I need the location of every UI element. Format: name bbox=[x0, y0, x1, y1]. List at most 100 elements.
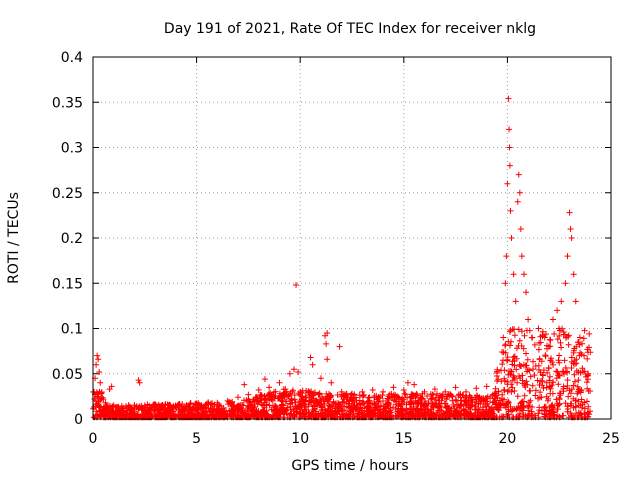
x-tick-label: 5 bbox=[192, 431, 201, 447]
data-point bbox=[266, 384, 273, 391]
data-point bbox=[516, 189, 523, 196]
data-point bbox=[276, 379, 283, 386]
data-point bbox=[183, 404, 190, 411]
data-point bbox=[172, 403, 179, 410]
data-point bbox=[95, 356, 102, 363]
data-point bbox=[525, 316, 532, 323]
data-point bbox=[567, 225, 574, 232]
x-tick-label: 20 bbox=[498, 431, 516, 447]
data-point bbox=[162, 405, 169, 412]
data-point bbox=[518, 253, 525, 260]
data-point bbox=[507, 207, 514, 214]
data-point bbox=[224, 397, 231, 404]
y-tick-label: 0.25 bbox=[52, 186, 83, 202]
data-point bbox=[317, 375, 324, 382]
data-point bbox=[108, 383, 115, 390]
axis-ticks: 0 5 10 15 20 25 0 0.05 0.1 0.15 0.2 0.25 0.3 0.35 0.4 bbox=[52, 50, 620, 447]
data-point bbox=[338, 388, 345, 395]
data-point bbox=[503, 253, 510, 260]
data-point bbox=[514, 198, 521, 205]
data-point bbox=[529, 334, 536, 341]
data-point bbox=[566, 209, 573, 216]
data-point bbox=[510, 271, 517, 278]
data-point bbox=[541, 334, 548, 341]
data-point bbox=[411, 381, 418, 388]
data-point bbox=[307, 354, 314, 361]
y-tick-label: 0.4 bbox=[61, 50, 83, 66]
data-point bbox=[515, 171, 522, 178]
data-point bbox=[293, 282, 300, 289]
data-point bbox=[235, 394, 242, 401]
y-tick-label: 0.1 bbox=[61, 322, 83, 338]
data-points bbox=[91, 95, 592, 415]
data-point bbox=[141, 402, 148, 409]
y-tick-label: 0.35 bbox=[52, 95, 83, 111]
data-point bbox=[324, 356, 331, 363]
data-point bbox=[585, 370, 592, 377]
data-point bbox=[506, 144, 513, 151]
chart-title: Day 191 of 2021, Rate Of TEC Index for r… bbox=[164, 21, 536, 37]
x-tick-label: 10 bbox=[291, 431, 309, 447]
y-tick-label: 0.2 bbox=[61, 231, 83, 247]
data-point bbox=[564, 253, 571, 260]
data-point bbox=[535, 325, 542, 332]
data-point bbox=[336, 343, 343, 350]
data-point bbox=[431, 386, 438, 393]
data-point bbox=[110, 402, 117, 409]
data-point bbox=[504, 180, 511, 187]
data-point bbox=[549, 316, 556, 323]
data-point bbox=[245, 391, 252, 398]
data-point bbox=[349, 390, 355, 397]
data-point bbox=[570, 271, 577, 278]
data-point bbox=[100, 396, 107, 403]
y-tick-label: 0 bbox=[74, 412, 83, 428]
y-tick-label: 0.3 bbox=[61, 141, 83, 157]
data-point bbox=[572, 298, 579, 305]
data-point bbox=[523, 289, 530, 296]
data-point bbox=[508, 235, 515, 241]
data-point bbox=[241, 381, 248, 388]
x-tick-label: 25 bbox=[602, 431, 620, 447]
y-tick-label: 0.15 bbox=[52, 276, 83, 292]
data-point bbox=[512, 298, 519, 305]
x-axis-label: GPS time / hours bbox=[291, 458, 408, 474]
data-point bbox=[135, 377, 142, 384]
data-point bbox=[295, 368, 302, 375]
data-point bbox=[193, 401, 200, 408]
data-point bbox=[568, 235, 575, 241]
y-axis-label: ROTI / TECUs bbox=[6, 192, 22, 284]
data-point bbox=[136, 379, 143, 386]
data-point bbox=[421, 388, 428, 395]
data-point bbox=[473, 385, 480, 392]
data-point bbox=[483, 383, 490, 390]
point-cloud-markers bbox=[90, 325, 594, 421]
data-point bbox=[506, 126, 513, 133]
data-point bbox=[500, 334, 507, 341]
data-point bbox=[96, 368, 103, 375]
data-point bbox=[494, 377, 501, 384]
data-point bbox=[255, 387, 262, 394]
data-point bbox=[554, 307, 561, 314]
data-point bbox=[390, 384, 397, 391]
data-point bbox=[91, 388, 98, 395]
data-point bbox=[562, 280, 569, 287]
x-tick-label: 15 bbox=[395, 431, 413, 447]
grid bbox=[93, 57, 611, 419]
data-point bbox=[380, 388, 387, 395]
data-point bbox=[404, 379, 411, 386]
data-point bbox=[97, 379, 104, 386]
data-point bbox=[545, 343, 552, 350]
data-point bbox=[98, 390, 105, 397]
data-point bbox=[286, 370, 293, 377]
data-point bbox=[324, 330, 331, 337]
data-point bbox=[94, 352, 101, 359]
data-point bbox=[400, 387, 407, 394]
data-point bbox=[214, 399, 221, 406]
data-point bbox=[127, 405, 134, 412]
x-tick-label: 0 bbox=[89, 431, 98, 447]
data-point bbox=[152, 406, 159, 413]
data-point bbox=[520, 271, 527, 278]
data-point bbox=[359, 388, 366, 395]
data-point bbox=[581, 352, 588, 359]
data-point bbox=[203, 400, 210, 407]
